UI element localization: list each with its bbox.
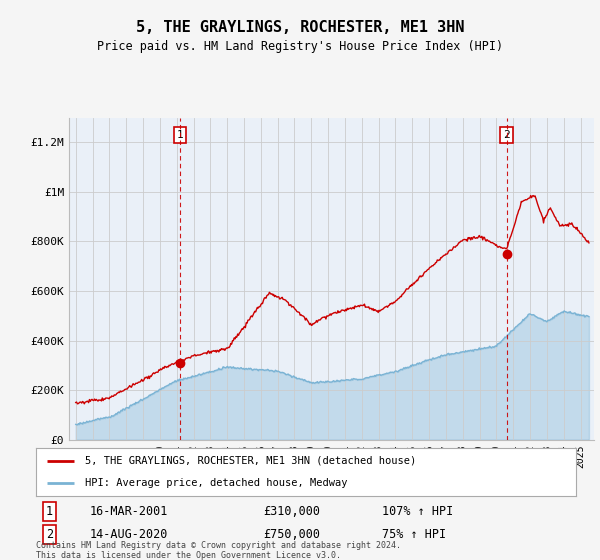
Text: Contains HM Land Registry data © Crown copyright and database right 2024.
This d: Contains HM Land Registry data © Crown c… [36, 540, 401, 560]
Text: 5, THE GRAYLINGS, ROCHESTER, ME1 3HN: 5, THE GRAYLINGS, ROCHESTER, ME1 3HN [136, 20, 464, 35]
Text: HPI: Average price, detached house, Medway: HPI: Average price, detached house, Medw… [85, 478, 347, 488]
Text: 75% ↑ HPI: 75% ↑ HPI [382, 528, 446, 541]
Text: 2: 2 [503, 130, 510, 140]
Text: 107% ↑ HPI: 107% ↑ HPI [382, 505, 453, 519]
Text: 14-AUG-2020: 14-AUG-2020 [90, 528, 169, 541]
Text: £750,000: £750,000 [263, 528, 320, 541]
Text: 5, THE GRAYLINGS, ROCHESTER, ME1 3HN (detached house): 5, THE GRAYLINGS, ROCHESTER, ME1 3HN (de… [85, 456, 416, 466]
Text: 2: 2 [46, 528, 53, 541]
Text: 1: 1 [176, 130, 184, 140]
Text: Price paid vs. HM Land Registry's House Price Index (HPI): Price paid vs. HM Land Registry's House … [97, 40, 503, 53]
Text: £310,000: £310,000 [263, 505, 320, 519]
Text: 1: 1 [46, 505, 53, 519]
Text: 16-MAR-2001: 16-MAR-2001 [90, 505, 169, 519]
